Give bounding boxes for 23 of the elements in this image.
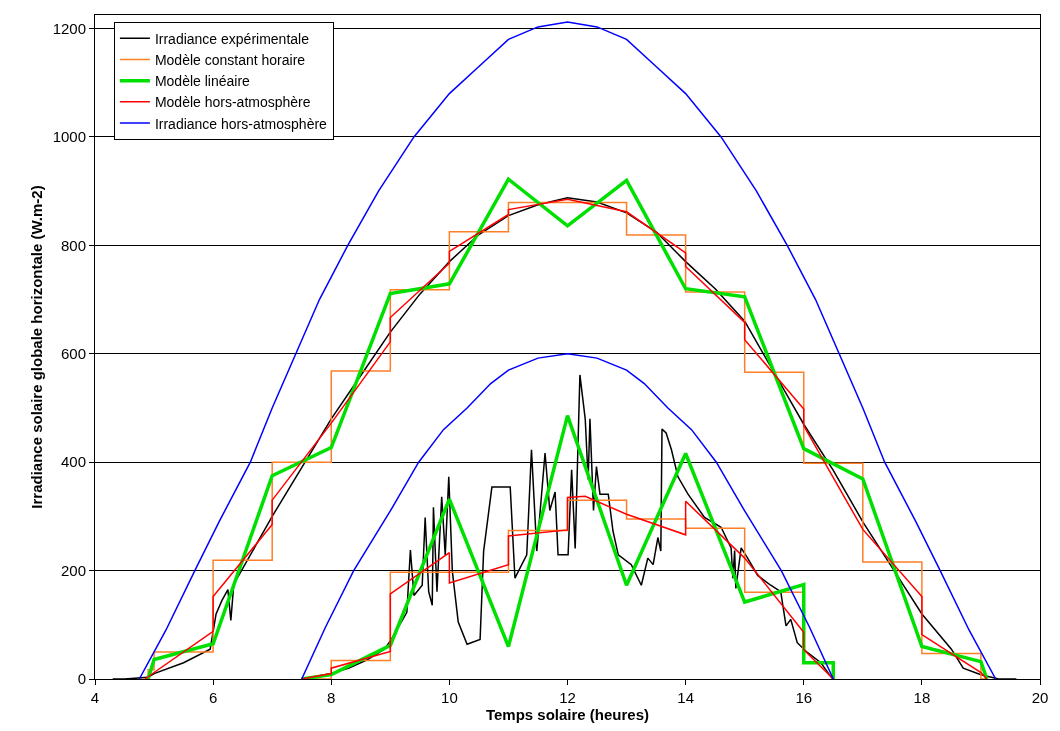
x-tick-label: 14 xyxy=(677,689,694,706)
y-tick-label: 200 xyxy=(60,561,86,579)
legend-label: Modèle hors-atmosphère xyxy=(154,94,311,111)
x-tick-label: 4 xyxy=(90,689,100,706)
y-tick-label: 800 xyxy=(60,236,86,254)
y-tick-label: 400 xyxy=(60,453,86,471)
y-tick-label: 0 xyxy=(77,670,86,688)
x-axis-title: Temps solaire (heures) xyxy=(485,706,650,723)
x-tick-label: 12 xyxy=(559,689,576,706)
legend-label: Modèle constant horaire xyxy=(154,51,306,68)
x-tick-label: 10 xyxy=(441,689,458,706)
legend-label: Irradiance expérimentale xyxy=(154,30,310,47)
y-axis-title: Irradiance solaire globale horizontale (W.m-2) xyxy=(27,185,45,509)
x-tick-label: 16 xyxy=(795,689,813,706)
y-tick-label: 1000 xyxy=(52,128,86,146)
y-tick-label: 600 xyxy=(60,345,86,363)
x-tick-label: 6 xyxy=(208,689,218,706)
x-tick-label: 18 xyxy=(913,689,931,706)
legend-label: Irradiance hors-atmosphère xyxy=(154,115,328,132)
legend-label: Modèle linéaire xyxy=(154,73,251,90)
x-tick-label: 8 xyxy=(327,689,336,706)
y-tick-label: 1200 xyxy=(52,19,86,37)
x-tick-label: 20 xyxy=(1031,689,1049,706)
